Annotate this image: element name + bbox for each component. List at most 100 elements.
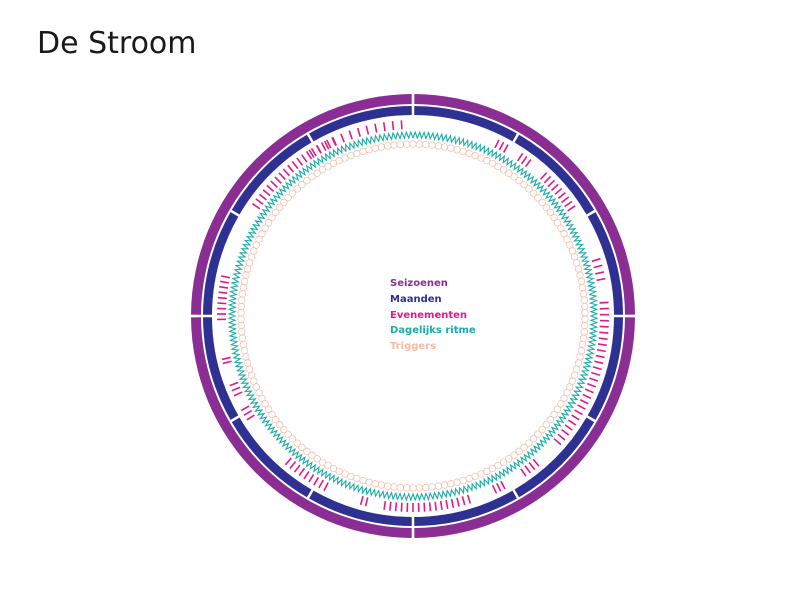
event-tick (255, 198, 264, 205)
event-tick (584, 388, 594, 394)
trigger-loop (525, 439, 533, 447)
event-tick (423, 502, 426, 512)
trigger-loop (553, 219, 562, 227)
event-tick (217, 296, 227, 300)
trigger-loop (534, 194, 542, 202)
events-ring (217, 120, 610, 512)
event-tick (589, 377, 599, 382)
trigger-loop (303, 177, 311, 185)
trigger-loop (574, 359, 583, 367)
trigger-loop (488, 159, 497, 168)
trigger-loop (371, 480, 379, 488)
page-title: De Stroom (37, 26, 197, 61)
event-tick (520, 468, 527, 477)
event-tick (320, 142, 327, 151)
event-tick (595, 271, 605, 275)
event-tick (296, 157, 303, 166)
trigger-loop (542, 421, 550, 429)
event-tick (291, 161, 299, 170)
trigger-loop (434, 482, 442, 490)
trigger-loop (243, 359, 252, 367)
event-tick (233, 391, 243, 397)
trigger-loop (529, 189, 538, 197)
trigger-loop (422, 140, 430, 149)
months-ring (203, 106, 623, 526)
trigger-loop (359, 147, 367, 156)
trigger-loop (284, 194, 292, 202)
event-tick (258, 193, 267, 201)
trigger-loop (318, 166, 327, 174)
trigger-loop (298, 443, 306, 451)
trigger-loop (578, 340, 587, 349)
event-tick (428, 502, 432, 512)
event-tick (359, 495, 364, 506)
trigger-loop (272, 208, 280, 216)
trigger-loop (563, 389, 571, 397)
legend-seasons: Seizoenen (390, 278, 448, 289)
event-tick (596, 277, 606, 282)
trigger-loop (520, 443, 528, 451)
event-tick (222, 360, 232, 365)
trigger-loop (324, 461, 332, 470)
season-segment (191, 317, 412, 538)
event-tick (315, 145, 322, 154)
trigger-loop (560, 230, 568, 238)
event-tick (331, 137, 337, 147)
trigger-loop (581, 321, 589, 330)
event-tick (220, 275, 231, 279)
trigger-loop (396, 140, 404, 149)
trigger-loop (280, 198, 288, 207)
trigger-loop (428, 483, 436, 491)
trigger-loop (384, 482, 392, 490)
trigger-loop (574, 265, 583, 273)
trigger-loop (515, 177, 523, 185)
trigger-loop (293, 185, 301, 193)
event-tick (348, 130, 353, 140)
event-tick (597, 343, 607, 347)
event-tick (217, 302, 227, 305)
trigger-loop (563, 235, 571, 243)
event-tick (434, 501, 438, 511)
trigger-loop (238, 334, 247, 342)
trigger-loop (240, 347, 249, 355)
month-segment (514, 134, 595, 215)
trigger-loop (261, 224, 269, 232)
trigger-loop (365, 478, 373, 486)
trigger-loop (576, 353, 584, 361)
event-tick (278, 172, 286, 181)
month-segment (514, 417, 595, 498)
month-segment (203, 317, 239, 420)
daily-rhythm-wave (227, 130, 599, 502)
event-tick (243, 409, 253, 416)
trigger-loop (505, 455, 513, 463)
trigger-loop (353, 474, 361, 483)
event-tick (262, 189, 271, 197)
trigger-loop (453, 478, 461, 486)
event-tick (456, 497, 460, 507)
event-tick (591, 257, 601, 263)
month-segment (203, 212, 239, 315)
event-tick (599, 331, 609, 334)
event-tick (383, 500, 387, 510)
month-segment (231, 417, 312, 498)
event-tick (394, 502, 398, 512)
trigger-loop (447, 144, 455, 152)
trigger-loop (318, 458, 327, 466)
event-tick (293, 464, 301, 473)
legend-months: Maanden (390, 293, 442, 305)
trigger-loop (308, 451, 316, 459)
event-tick (550, 183, 559, 191)
trigger-loop (453, 146, 461, 154)
trigger-loop (359, 476, 367, 485)
trigger-loop (578, 283, 587, 292)
trigger-loop (258, 394, 266, 402)
event-tick (400, 502, 403, 512)
event-tick (543, 175, 552, 184)
trigger-loop (505, 169, 513, 177)
trigger-loop (525, 185, 533, 193)
trigger-loop (377, 143, 386, 151)
trigger-loop (280, 425, 288, 434)
event-tick (564, 424, 573, 431)
trigger-loop (499, 166, 508, 174)
